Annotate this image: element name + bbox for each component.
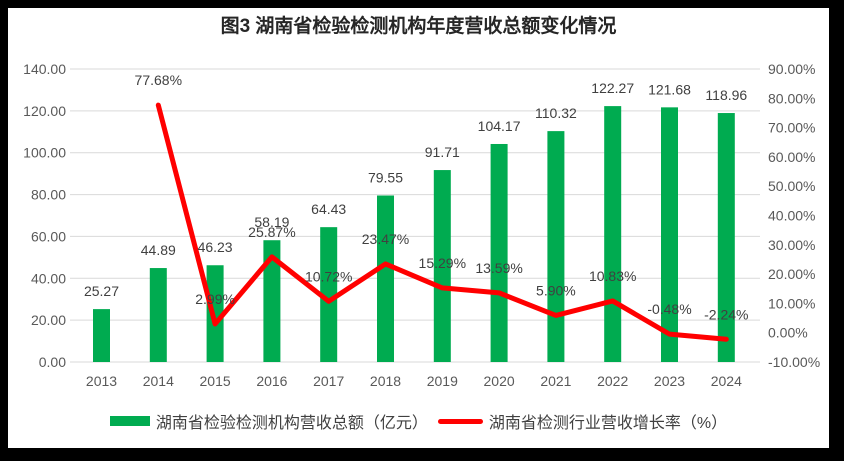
- bar-value-label: 118.96: [705, 87, 747, 103]
- x-axis-label-2019: 2019: [427, 373, 458, 389]
- y-axis-tick-label: 120.00: [23, 103, 66, 119]
- growth-rate-label: 10.83%: [589, 268, 636, 284]
- growth-rate-label: 10.72%: [305, 268, 352, 284]
- growth-rate-label: 25.87%: [248, 224, 295, 240]
- y-axis-tick-label: 140.00: [23, 61, 66, 77]
- y2-axis-tick-label: 0.00%: [768, 325, 808, 341]
- bar-value-label: 46.23: [198, 239, 233, 255]
- y2-axis-tick-label: 50.00%: [768, 178, 815, 194]
- x-axis-label-2023: 2023: [654, 373, 685, 389]
- legend-label-revenue: 湖南省检验检测机构营收总额（亿元）: [155, 415, 428, 432]
- y2-axis-tick-label: 90.00%: [768, 61, 815, 77]
- x-axis-label-2018: 2018: [370, 373, 401, 389]
- legend-item-revenue: 湖南省检验检测机构营收总额（亿元）: [109, 409, 428, 433]
- bar-value-label: 91.71: [425, 144, 460, 160]
- bar-value-label: 44.89: [141, 242, 176, 258]
- bar-value-label: 79.55: [368, 170, 403, 186]
- y2-axis-tick-label: 80.00%: [768, 90, 815, 106]
- bar-2019: [433, 170, 451, 362]
- y2-axis-tick-label: 10.00%: [768, 295, 815, 311]
- x-axis-label-2024: 2024: [711, 373, 742, 389]
- x-axis-label-2022: 2022: [597, 373, 628, 389]
- bar-2018: [377, 195, 394, 362]
- x-axis-label-2016: 2016: [256, 373, 287, 389]
- chart-title: 图3 湖南省检验检测机构年度营收总额变化情况: [220, 16, 617, 37]
- bar-2024: [717, 113, 735, 362]
- legend-item-growth: 湖南省检测行业营收增长率（%）: [437, 409, 728, 433]
- growth-rate-label: -2.24%: [704, 306, 748, 322]
- bar-value-label: 25.27: [84, 283, 119, 299]
- x-axis-label-2020: 2020: [484, 373, 515, 389]
- y2-axis-tick-label: -10.00%: [768, 354, 820, 370]
- x-axis-label-2014: 2014: [143, 373, 174, 389]
- bar-value-label: 122.27: [591, 80, 634, 96]
- legend-label-growth: 湖南省检测行业营收增长率（%）: [488, 415, 728, 432]
- y-axis-tick-label: 0.00: [39, 354, 66, 370]
- y2-axis-tick-label: 40.00%: [768, 208, 815, 224]
- x-axis-label-2021: 2021: [540, 373, 571, 389]
- x-axis-label-2017: 2017: [313, 373, 344, 389]
- bar-series-swatch: [109, 416, 150, 426]
- chart-canvas: [8, 8, 829, 448]
- y-axis-tick-label: 40.00: [31, 270, 66, 286]
- y-axis-tick-label: 60.00: [31, 228, 66, 244]
- chart-legend: 湖南省检验检测机构营收总额（亿元） 湖南省检测行业营收增长率（%）: [8, 408, 829, 434]
- bar-value-label: 121.68: [648, 81, 691, 97]
- growth-rate-label: 5.90%: [536, 282, 576, 298]
- growth-rate-label: -0.48%: [647, 301, 691, 317]
- bar-value-label: 64.43: [311, 201, 346, 217]
- bar-2017: [320, 227, 338, 362]
- y-axis-tick-label: 20.00: [31, 312, 66, 328]
- growth-rate-label: 13.59%: [475, 260, 522, 276]
- y2-axis-tick-label: 20.00%: [768, 266, 815, 282]
- bar-2016: [263, 240, 281, 362]
- bar-2023: [661, 107, 678, 362]
- bar-2020: [490, 143, 508, 362]
- bar-2015: [206, 265, 224, 362]
- bar-value-label: 104.17: [478, 118, 521, 134]
- bar-2014: [149, 268, 167, 362]
- x-axis-label-2015: 2015: [200, 373, 231, 389]
- y2-axis-tick-label: 70.00%: [768, 120, 815, 136]
- growth-rate-label: 15.29%: [419, 255, 466, 271]
- line-series-swatch: [437, 418, 483, 424]
- growth-rate-label: 77.68%: [135, 72, 182, 88]
- bar-value-label: 58.19: [254, 214, 289, 230]
- y2-axis-tick-label: 60.00%: [768, 149, 815, 165]
- growth-rate-line: [155, 102, 729, 342]
- y-axis-tick-label: 80.00: [31, 187, 66, 203]
- y2-axis-tick-label: 30.00%: [768, 237, 815, 253]
- bar-2013: [93, 309, 110, 362]
- y-axis-tick-label: 100.00: [23, 145, 66, 161]
- growth-rate-label: 2.99%: [195, 291, 235, 307]
- bar-2021: [547, 131, 565, 362]
- bar-value-label: 110.32: [535, 105, 577, 121]
- x-axis-label-2013: 2013: [86, 373, 117, 389]
- growth-rate-label: 23.47%: [362, 231, 409, 247]
- bar-2022: [604, 106, 622, 362]
